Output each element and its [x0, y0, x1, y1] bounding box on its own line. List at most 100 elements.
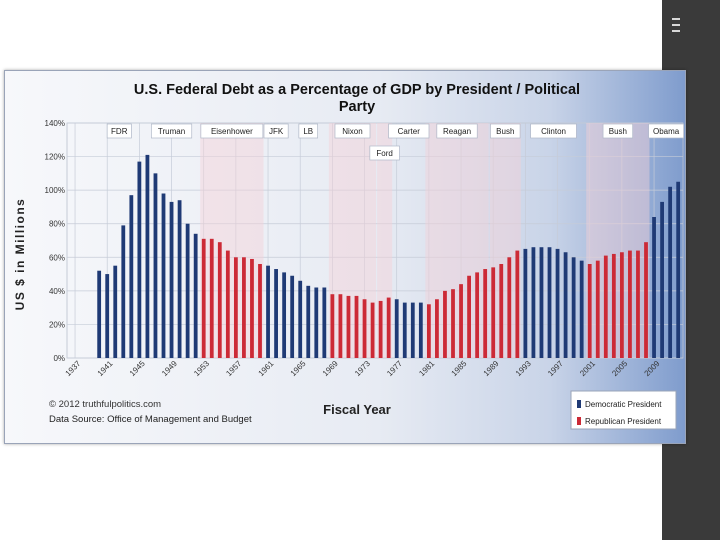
bar-1960	[258, 264, 262, 358]
x-tick-label: 1997	[546, 359, 565, 378]
bar-1988	[483, 269, 488, 358]
bar-1980	[418, 302, 423, 358]
president-label-text: LB	[303, 127, 313, 136]
president-label-text: Nixon	[342, 127, 362, 136]
x-tick-label: 1941	[96, 359, 115, 378]
bar-1997	[555, 248, 560, 358]
bar-2007	[636, 250, 640, 358]
bar-1958	[242, 257, 246, 358]
y-tick-label: 80%	[49, 220, 65, 229]
president-label-fdr: FDR	[106, 123, 132, 139]
bar-1954	[209, 238, 214, 358]
bar-1991	[507, 257, 512, 358]
bar-2010	[660, 201, 664, 358]
president-label-bush: Bush	[602, 123, 634, 139]
bar-1953	[201, 238, 206, 358]
legend-swatch-democratic	[577, 400, 581, 408]
chart-panel: U.S. Federal Debt as a Percentage of GDP…	[4, 70, 686, 444]
x-tick-label: 1981	[417, 359, 436, 378]
legend-swatch-republican	[577, 417, 581, 425]
republican-band	[200, 123, 264, 358]
bar-1967	[314, 287, 319, 358]
president-label-box	[369, 145, 400, 161]
x-tick-label: 1989	[482, 359, 501, 378]
y-tick-label: 140%	[45, 119, 65, 128]
chart-title: U.S. Federal Debt as a Percentage of GDP…	[134, 82, 580, 98]
president-label-text: Reagan	[443, 127, 471, 136]
bar-1975	[378, 300, 383, 358]
president-label-lb: LB	[298, 123, 319, 139]
data-source-text: Data Source: Office of Management and Bu…	[49, 414, 252, 425]
president-label-box	[200, 123, 264, 139]
bar-1968	[322, 287, 327, 358]
bar-2008	[644, 242, 648, 358]
sidebar-mark	[672, 30, 680, 32]
bar-1946	[145, 154, 150, 358]
republican-band	[586, 123, 650, 358]
bar-1955	[217, 242, 222, 358]
president-label-box	[436, 123, 478, 139]
president-label-nixon: Nixon	[334, 123, 371, 139]
president-label-text: Truman	[158, 127, 185, 136]
bar-1952	[193, 233, 198, 358]
x-tick-label: 2005	[610, 359, 629, 378]
debt-bar-chart: U.S. Federal Debt as a Percentage of GDP…	[13, 82, 684, 430]
bar-1992	[515, 250, 520, 358]
bar-2001	[587, 264, 592, 358]
bar-1959	[250, 258, 254, 358]
bar-2004	[611, 253, 616, 358]
bar-1940	[97, 270, 102, 358]
president-label-text: Bush	[496, 127, 514, 136]
x-tick-label: 2001	[578, 359, 597, 378]
president-label-box	[263, 123, 289, 139]
bar-1996	[547, 247, 552, 358]
president-label-bush: Bush	[490, 123, 521, 139]
bar-1945	[137, 161, 142, 358]
president-label-box	[490, 123, 521, 139]
bar-1976	[386, 297, 391, 358]
x-tick-label: 1961	[257, 359, 276, 378]
bar-2002	[595, 260, 600, 358]
bar-1942	[113, 265, 118, 358]
republican-band	[328, 123, 377, 358]
president-label-box	[334, 123, 371, 139]
x-tick-label: 1953	[192, 359, 211, 378]
x-tick-label: 1945	[128, 359, 147, 378]
bar-1951	[185, 223, 190, 358]
president-label-text: FDR	[111, 127, 128, 136]
bar-1982	[435, 299, 439, 358]
bar-1974	[370, 302, 375, 358]
copyright-text: © 2012 truthfulpolitics.com	[49, 399, 161, 410]
x-tick-label: 1973	[353, 359, 372, 378]
president-label-box	[106, 123, 132, 139]
bar-2000	[579, 260, 584, 358]
bar-1965	[298, 280, 303, 358]
bar-1949	[169, 201, 174, 358]
president-label-text: Ford	[376, 149, 392, 158]
legend-box	[570, 390, 677, 430]
president-label-reagan: Reagan	[436, 123, 478, 139]
president-label-text: Carter	[398, 127, 421, 136]
president-label-box	[388, 123, 430, 139]
bar-1970	[338, 294, 343, 358]
bar-1961	[266, 265, 270, 358]
bar-1987	[475, 272, 480, 358]
bar-1994	[531, 247, 536, 358]
bar-1985	[459, 284, 463, 358]
president-label-truman: Truman	[150, 123, 193, 139]
bar-1993	[523, 248, 528, 358]
president-label-text: Clinton	[541, 127, 566, 136]
bar-1971	[346, 295, 351, 358]
president-label-box	[602, 123, 634, 139]
bar-2011	[668, 186, 673, 358]
x-tick-label: 1969	[321, 359, 340, 378]
president-label-box	[298, 123, 319, 139]
president-label-ford: Ford	[369, 145, 400, 161]
president-label-clinton: Clinton	[530, 123, 577, 139]
chart-title-line2: Party	[339, 99, 375, 115]
x-tick-label: 2009	[643, 359, 662, 378]
legend-label-republican: Republican President	[585, 417, 662, 426]
bar-1943	[121, 225, 126, 358]
bar-1964	[290, 275, 295, 358]
president-label-text: Obama	[653, 127, 680, 136]
